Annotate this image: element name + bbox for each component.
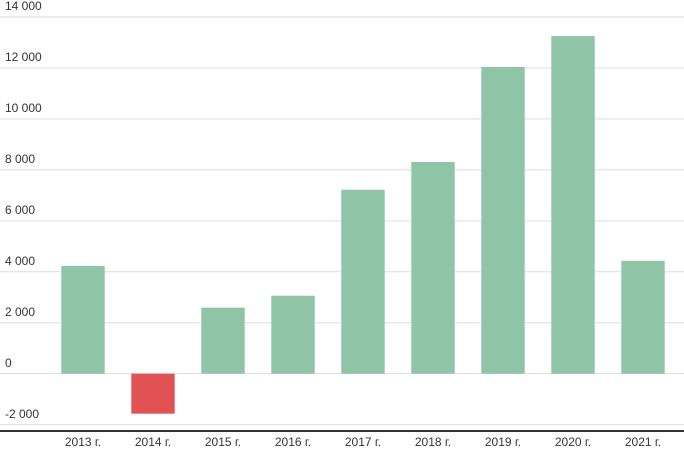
bar (621, 260, 665, 374)
y-tick-label: 14 000 (5, 0, 42, 13)
y-tick-label: 6 000 (5, 203, 35, 217)
x-tick-label: 2018 г. (415, 435, 451, 449)
x-tick-label: 2013 г. (65, 435, 101, 449)
y-tick-label: -2 000 (5, 407, 39, 421)
x-tick-label: 2015 г. (205, 435, 241, 449)
y-tick-label: 2 000 (5, 305, 35, 319)
y-tick-label: 8 000 (5, 152, 35, 166)
bar (201, 307, 245, 374)
bar (341, 189, 385, 374)
x-tick-label: 2019 г. (485, 435, 521, 449)
y-tick-label: 10 000 (5, 101, 42, 115)
y-tick-label: 4 000 (5, 254, 35, 268)
bar (61, 265, 105, 374)
bar (481, 66, 525, 374)
x-tick-label: 2021 г. (625, 435, 661, 449)
x-tick-label: 2016 г. (275, 435, 311, 449)
x-tick-label: 2017 г. (345, 435, 381, 449)
x-tick-label: 2020 г. (555, 435, 591, 449)
bar (411, 161, 455, 374)
y-tick-label: 12 000 (5, 50, 42, 64)
bar (271, 295, 315, 374)
x-tick-label: 2014 г. (135, 435, 171, 449)
bar (551, 36, 595, 374)
bar (131, 373, 175, 414)
y-tick-label: 0 (5, 356, 12, 370)
